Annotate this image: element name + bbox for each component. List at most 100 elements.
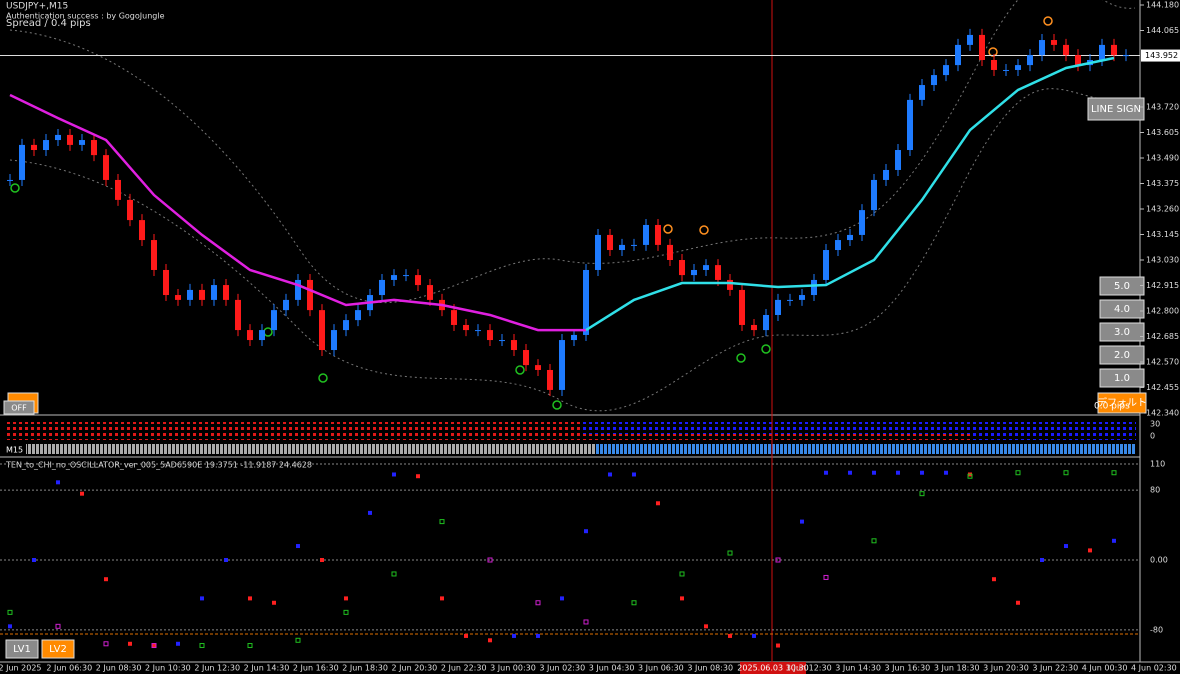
slow-oscillator-dot bbox=[1111, 470, 1117, 476]
fast-oscillator-dot bbox=[1064, 544, 1068, 549]
button-label: 1.0 bbox=[1114, 373, 1130, 384]
candle-body bbox=[355, 310, 361, 321]
x-tick-label: 2 Jun 06:30 bbox=[46, 664, 92, 673]
fast-oscillator-dot bbox=[632, 472, 636, 477]
candle-body bbox=[415, 275, 421, 286]
y-tick-label: 143.490 bbox=[1146, 154, 1179, 163]
candle-body bbox=[823, 250, 829, 280]
x-tick-label: 2 Jun 12:30 bbox=[194, 664, 240, 673]
candle-body bbox=[1099, 44, 1105, 60]
cursor-label-bg bbox=[740, 662, 806, 674]
candle-body bbox=[127, 199, 133, 221]
slow-oscillator-dot bbox=[775, 557, 781, 563]
candle-body bbox=[151, 240, 157, 270]
default-button[interactable]: デフォルト bbox=[1097, 392, 1147, 414]
candle-body bbox=[595, 234, 601, 270]
x-tick-label: 3 Jun 08:30 bbox=[687, 664, 733, 673]
slow-oscillator-dot bbox=[631, 600, 637, 606]
candle-body bbox=[259, 330, 265, 341]
lv2-button[interactable]: LV2 bbox=[41, 639, 75, 659]
level-button[interactable] bbox=[1099, 322, 1145, 342]
slow-oscillator-dot bbox=[871, 538, 877, 544]
fast-oscillator-dot bbox=[368, 510, 372, 515]
fast-oscillator-dot bbox=[200, 596, 204, 601]
cursor-label: 2025.06.03 10:30 bbox=[737, 664, 808, 673]
candle-body bbox=[583, 269, 589, 335]
level-button[interactable] bbox=[1099, 299, 1145, 319]
fast-oscillator-dot bbox=[80, 491, 84, 496]
auth-status: Authentication success : by GogoJungle bbox=[6, 12, 165, 21]
fast-oscillator-dot bbox=[320, 558, 324, 562]
slow-oscillator-dot bbox=[535, 600, 541, 606]
candle-body bbox=[1039, 40, 1045, 56]
y-tick-label: 142.455 bbox=[1146, 383, 1179, 392]
candle-body bbox=[463, 324, 469, 331]
candle-body bbox=[175, 295, 181, 300]
lv1-button[interactable]: LV1 bbox=[5, 639, 39, 659]
y-tick-label: 80 bbox=[1150, 486, 1160, 495]
y-tick-label: 142.685 bbox=[1146, 332, 1179, 341]
y-tick-label: 110 bbox=[1150, 460, 1165, 469]
x-tick-label: 2 Jun 18:30 bbox=[342, 664, 388, 673]
level-button[interactable] bbox=[1099, 345, 1145, 365]
fast-oscillator-dot bbox=[1112, 538, 1116, 543]
fast-oscillator-dot bbox=[1016, 600, 1020, 605]
slow-oscillator-dot bbox=[1063, 470, 1069, 476]
signal-circles bbox=[10, 16, 1053, 410]
y-tick-label: 142.340 bbox=[1146, 409, 1179, 418]
oscillator-title: TEN_to_CHI_no_OSCILLATOR_ver_005_5AD6590… bbox=[5, 461, 312, 470]
button-label: 5.0 bbox=[1114, 281, 1130, 292]
x-tick-label: 3 Jun 22:30 bbox=[1032, 664, 1078, 673]
fast-oscillator-dot bbox=[152, 643, 156, 648]
x-tick-label: 3 Jun 18:30 bbox=[934, 664, 980, 673]
fast-oscillator-dot bbox=[416, 474, 420, 479]
strip-tick: 30 bbox=[1150, 420, 1160, 429]
candle-body bbox=[307, 279, 313, 311]
slow-oscillator-dot bbox=[967, 473, 973, 479]
level-button[interactable] bbox=[1099, 368, 1145, 388]
candle-body bbox=[775, 299, 781, 315]
candle-body bbox=[55, 134, 61, 141]
current-price-box bbox=[1141, 49, 1180, 62]
moving-average bbox=[585, 56, 1115, 332]
slow-oscillator-dot bbox=[727, 550, 733, 556]
slow-oscillator-dot bbox=[391, 571, 397, 577]
slow-oscillator-dot bbox=[919, 491, 925, 497]
y-tick-label: 143.145 bbox=[1146, 230, 1179, 239]
y-tick-label: 143.605 bbox=[1146, 128, 1179, 137]
candle-body bbox=[547, 369, 553, 390]
candle-body bbox=[91, 140, 97, 156]
candle-body bbox=[43, 140, 49, 151]
line-sign-button[interactable]: LINE SIGN bbox=[1087, 97, 1145, 121]
candle-body bbox=[763, 314, 769, 331]
slow-oscillator-dot bbox=[343, 609, 349, 615]
fast-oscillator-dot bbox=[512, 633, 516, 638]
candle-body bbox=[211, 285, 217, 300]
slow-oscillator-dot bbox=[487, 557, 493, 563]
moving-average bbox=[9, 93, 586, 332]
candle-body bbox=[667, 244, 673, 260]
candle-body bbox=[643, 224, 649, 245]
slow-oscillator-dot bbox=[679, 571, 685, 577]
candle-body bbox=[631, 244, 637, 246]
candle-body bbox=[79, 140, 85, 145]
candle-body bbox=[943, 65, 949, 76]
candle-body bbox=[751, 324, 757, 331]
fast-oscillator-dot bbox=[488, 638, 492, 643]
button-label: 3.0 bbox=[1114, 327, 1130, 338]
off-button[interactable]: OFF bbox=[3, 392, 39, 415]
fast-oscillator-dot bbox=[464, 633, 468, 638]
x-tick-label: 2 Jun 08:30 bbox=[96, 664, 142, 673]
x-tick-label: 2 Jun 14:30 bbox=[244, 664, 290, 673]
candle-body bbox=[703, 265, 709, 270]
candle-body bbox=[1111, 44, 1117, 56]
candle-body bbox=[883, 169, 889, 180]
fast-oscillator-dot bbox=[392, 472, 396, 477]
fast-oscillator-dot bbox=[176, 641, 180, 646]
x-tick-label: 4 Jun 02:30 bbox=[1131, 664, 1177, 673]
fast-oscillator-dot bbox=[8, 624, 12, 629]
fast-oscillator-dot bbox=[608, 472, 612, 477]
fast-oscillator-dot bbox=[128, 641, 132, 646]
x-tick-label: 3 Jun 06:30 bbox=[638, 664, 684, 673]
